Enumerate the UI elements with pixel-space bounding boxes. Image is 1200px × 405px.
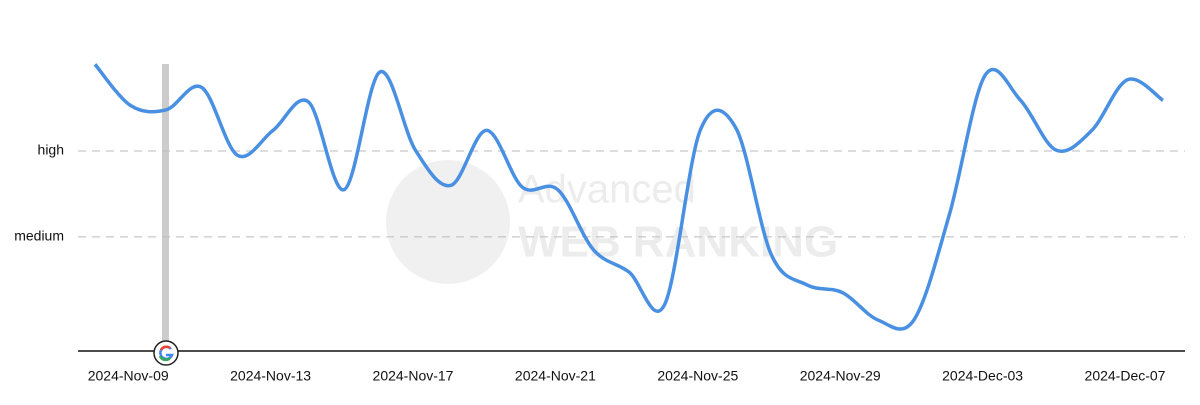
google-marker [153,340,179,366]
x-tick-label: 2024-Nov-21 [515,368,596,384]
google-icon [159,345,171,351]
event-bar [162,64,169,351]
x-tick-label: 2024-Nov-25 [657,368,738,384]
watermark: Advanced WEB RANKING [386,160,838,284]
series-line [93,63,1165,331]
x-tick-label: 2024-Dec-03 [942,368,1023,384]
watermark-text: Advanced [518,168,696,212]
x-tick-label: 2024-Nov-29 [800,368,881,384]
watermark-globe [386,160,510,284]
google-icon [153,340,179,366]
x-tick-label: 2024-Nov-13 [230,368,311,384]
x-tick-label: 2024-Nov-17 [373,368,454,384]
y-tick-label: high [38,142,64,158]
x-tick-label: 2024-Dec-07 [1085,368,1166,384]
y-tick-label: medium [14,228,64,244]
google-icon [158,355,171,362]
x-tick-label: 2024-Nov-09 [88,368,169,384]
